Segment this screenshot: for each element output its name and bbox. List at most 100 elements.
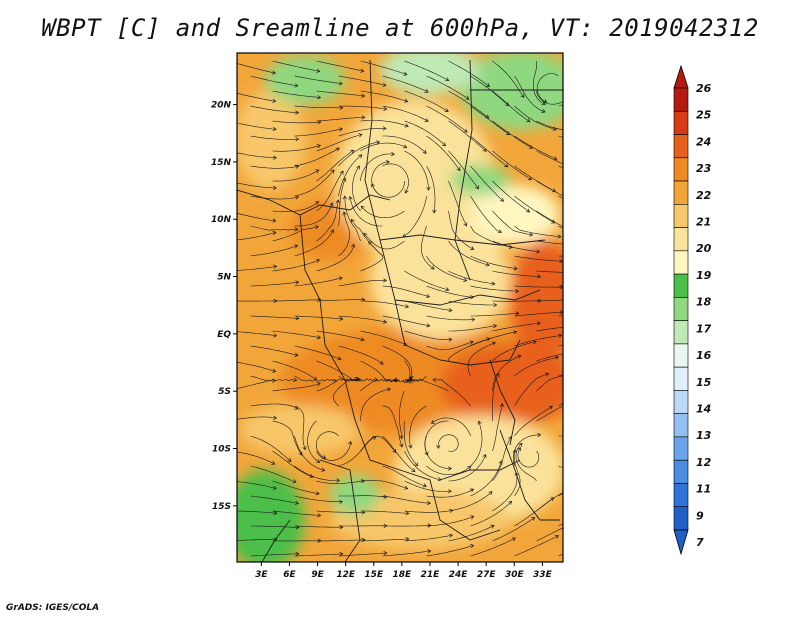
streamline (404, 330, 452, 340)
streamline (360, 388, 391, 422)
streamline (426, 135, 461, 171)
streamline-arrow (485, 83, 491, 88)
streamline-arrow (403, 342, 408, 346)
streamline-arrow (315, 201, 320, 206)
streamline (360, 90, 408, 102)
streamline-arrow (361, 115, 366, 120)
streamline (338, 280, 387, 287)
streamline-arrow (604, 311, 607, 315)
streamline (360, 510, 409, 514)
streamline-arrow (485, 262, 490, 267)
streamline-arrow (558, 333, 563, 338)
streamline-arrow (576, 201, 580, 204)
streamline (403, 420, 418, 467)
colorbar-segment (673, 297, 689, 321)
streamline-arrow (309, 474, 314, 479)
streamline (470, 225, 513, 248)
streamlines (237, 60, 607, 557)
streamline (250, 465, 297, 483)
streamline-arrow (430, 419, 436, 424)
streamline-arrow (339, 105, 344, 110)
streamline-arrow (339, 170, 344, 175)
streamline (558, 165, 563, 169)
streamline-arrow (448, 308, 453, 313)
colorbar-segment (673, 87, 689, 112)
lon-tick-label: 27E (477, 570, 497, 580)
streamline-arrow (465, 95, 470, 100)
streamline (272, 420, 303, 456)
streamline (272, 90, 321, 98)
lon-tick-label: 15E (364, 570, 384, 580)
streamline-arrow (536, 249, 541, 254)
streamline-arrow (505, 102, 510, 107)
streamline (250, 281, 299, 287)
streamline-arrow (399, 435, 404, 440)
streamline-arrow (316, 382, 321, 387)
streamline (448, 120, 487, 152)
streamline (448, 525, 495, 542)
streamline-arrow (445, 77, 450, 82)
streamline-arrow (273, 415, 278, 420)
streamline (338, 75, 386, 86)
streamline (536, 73, 559, 103)
streamline-arrow (374, 377, 379, 382)
streamline (404, 270, 449, 291)
streamline-arrow (497, 229, 503, 234)
streamline (470, 135, 508, 168)
streamline-arrow (456, 167, 461, 172)
streamline (360, 538, 409, 542)
streamline (338, 495, 387, 498)
streamline-arrow (493, 302, 498, 308)
streamline (294, 553, 343, 557)
streamline-arrow (316, 144, 321, 149)
streamline (294, 105, 343, 109)
streamline (448, 338, 490, 362)
streamline-arrow (317, 95, 322, 100)
streamline (426, 315, 475, 321)
streamline-arrow (500, 197, 505, 202)
streamline (250, 435, 292, 462)
streamline (533, 60, 546, 105)
streamline-arrow (537, 432, 542, 438)
streamline-arrow (272, 218, 277, 223)
streamline (316, 90, 365, 97)
streamline-arrow (316, 335, 322, 340)
streamline-arrow (427, 549, 432, 554)
streamline-arrow (600, 537, 604, 540)
streamline (294, 375, 337, 382)
streamline (448, 150, 479, 189)
streamline-arrow (404, 98, 409, 103)
streamline-arrow (338, 127, 343, 132)
streamline (513, 449, 521, 497)
streamline-arrow (475, 185, 480, 190)
streamline-arrow (426, 186, 431, 191)
streamline-arrow (403, 144, 408, 149)
streamline (404, 480, 452, 492)
streamline (272, 201, 319, 213)
colorbar-label: 16 (696, 349, 712, 362)
streamline (514, 285, 563, 288)
streamline (536, 353, 563, 362)
colorbar-segment (673, 436, 689, 461)
streamline (409, 378, 449, 392)
streamline-arrow (577, 520, 580, 523)
lat-tick-label: 5N (217, 273, 231, 283)
streamline-arrow (383, 494, 388, 499)
streamline (408, 375, 427, 382)
streamline-arrow (482, 453, 487, 459)
streamline-arrow (470, 246, 475, 250)
streamline-arrow (520, 93, 525, 98)
streamline (426, 255, 467, 281)
streamline-arrow (358, 133, 363, 138)
streamline (237, 212, 276, 222)
streamline-arrow (295, 110, 300, 115)
streamline-arrow (553, 156, 558, 161)
colorbar-label: 18 (696, 296, 712, 309)
streamline (404, 450, 442, 481)
streamline (470, 255, 518, 269)
colorbar-segment (673, 157, 689, 182)
streamline-arrow (508, 500, 513, 505)
streamline (448, 180, 467, 227)
streamline (404, 150, 429, 191)
streamline-arrow (385, 160, 390, 165)
